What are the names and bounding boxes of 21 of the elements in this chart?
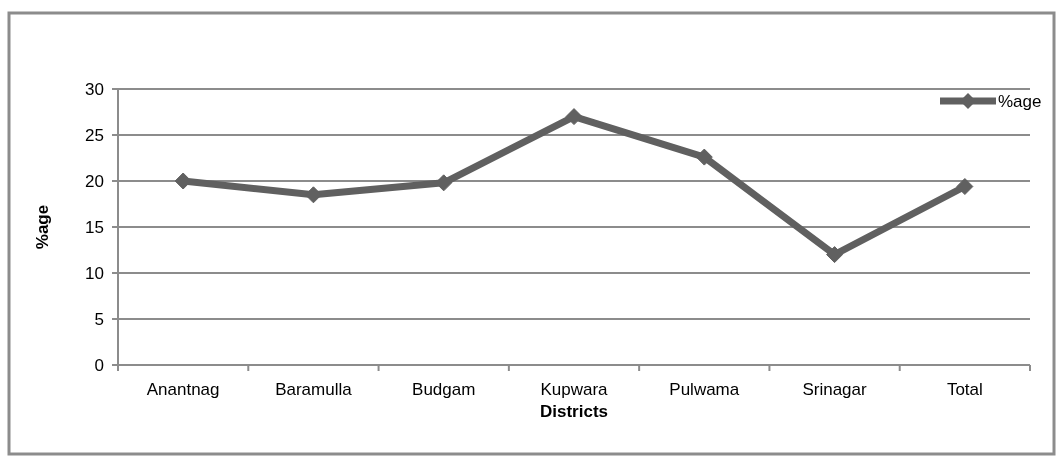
y-tick-label: 0 bbox=[94, 355, 104, 375]
x-tick-label: Total bbox=[946, 380, 983, 399]
y-tick-label: 20 bbox=[85, 171, 104, 191]
x-axis-title: Districts bbox=[539, 402, 609, 421]
x-tick-label: Budgam bbox=[412, 380, 476, 399]
x-tick-label: Anantnag bbox=[146, 380, 220, 399]
x-tick-label: Kupwara bbox=[540, 380, 609, 399]
point bbox=[826, 246, 844, 264]
y-tick-label: 5 bbox=[94, 309, 104, 329]
x-tick-label: Baramulla bbox=[275, 380, 353, 399]
y-tick-label: 15 bbox=[85, 217, 104, 237]
y-tick-label: 25 bbox=[85, 125, 104, 145]
x-tick-label: Srinagar bbox=[802, 380, 868, 399]
point bbox=[956, 178, 974, 196]
legend-label: %age bbox=[998, 91, 1042, 111]
point bbox=[565, 108, 583, 126]
x-tick-label: Pulwama bbox=[669, 380, 740, 399]
point bbox=[695, 148, 713, 166]
y-tick-label: 10 bbox=[85, 263, 104, 283]
y-tick-label: 30 bbox=[85, 79, 104, 99]
y-axis-title: %age bbox=[33, 204, 52, 250]
